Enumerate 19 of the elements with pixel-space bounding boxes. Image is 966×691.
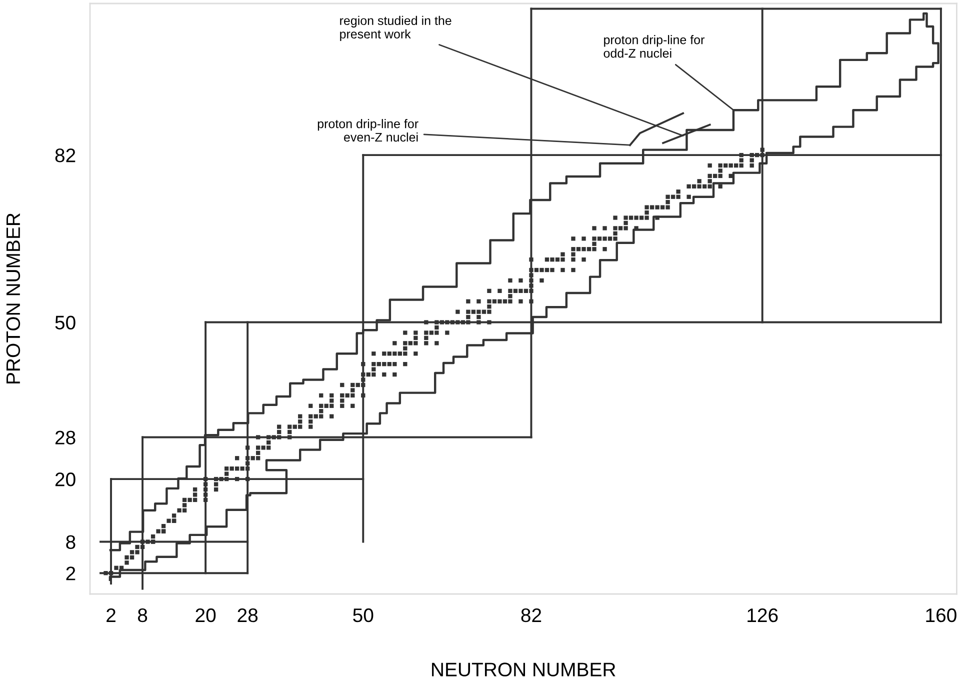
annotation: proton drip-line for even-Z nuclei	[318, 119, 418, 142]
x-tick-label: 8	[138, 608, 148, 622]
x-tick-label: 82	[521, 608, 542, 622]
y-tick-label: 2	[66, 566, 76, 580]
x-tick-label: 50	[353, 608, 374, 622]
x-tick-label: 2	[106, 608, 116, 622]
annotation: region studied in the present work	[340, 16, 452, 41]
y-tick-label: 28	[55, 430, 76, 444]
y-tick-label: 82	[55, 148, 76, 162]
x-axis-title: NEUTRON NUMBER	[432, 662, 616, 676]
x-tick-label: 28	[238, 608, 258, 622]
y-tick-label: 8	[66, 535, 76, 549]
x-tick-label: 20	[196, 608, 216, 622]
y-tick-label: 20	[55, 472, 76, 486]
annotation: proton drip-line for odd-Z nuclei	[604, 35, 704, 58]
x-tick-label: 126	[748, 608, 778, 622]
y-axis-title: PROTON NUMBER	[6, 213, 20, 384]
x-tick-label: 160	[926, 608, 956, 622]
y-tick-label: 50	[55, 316, 76, 330]
